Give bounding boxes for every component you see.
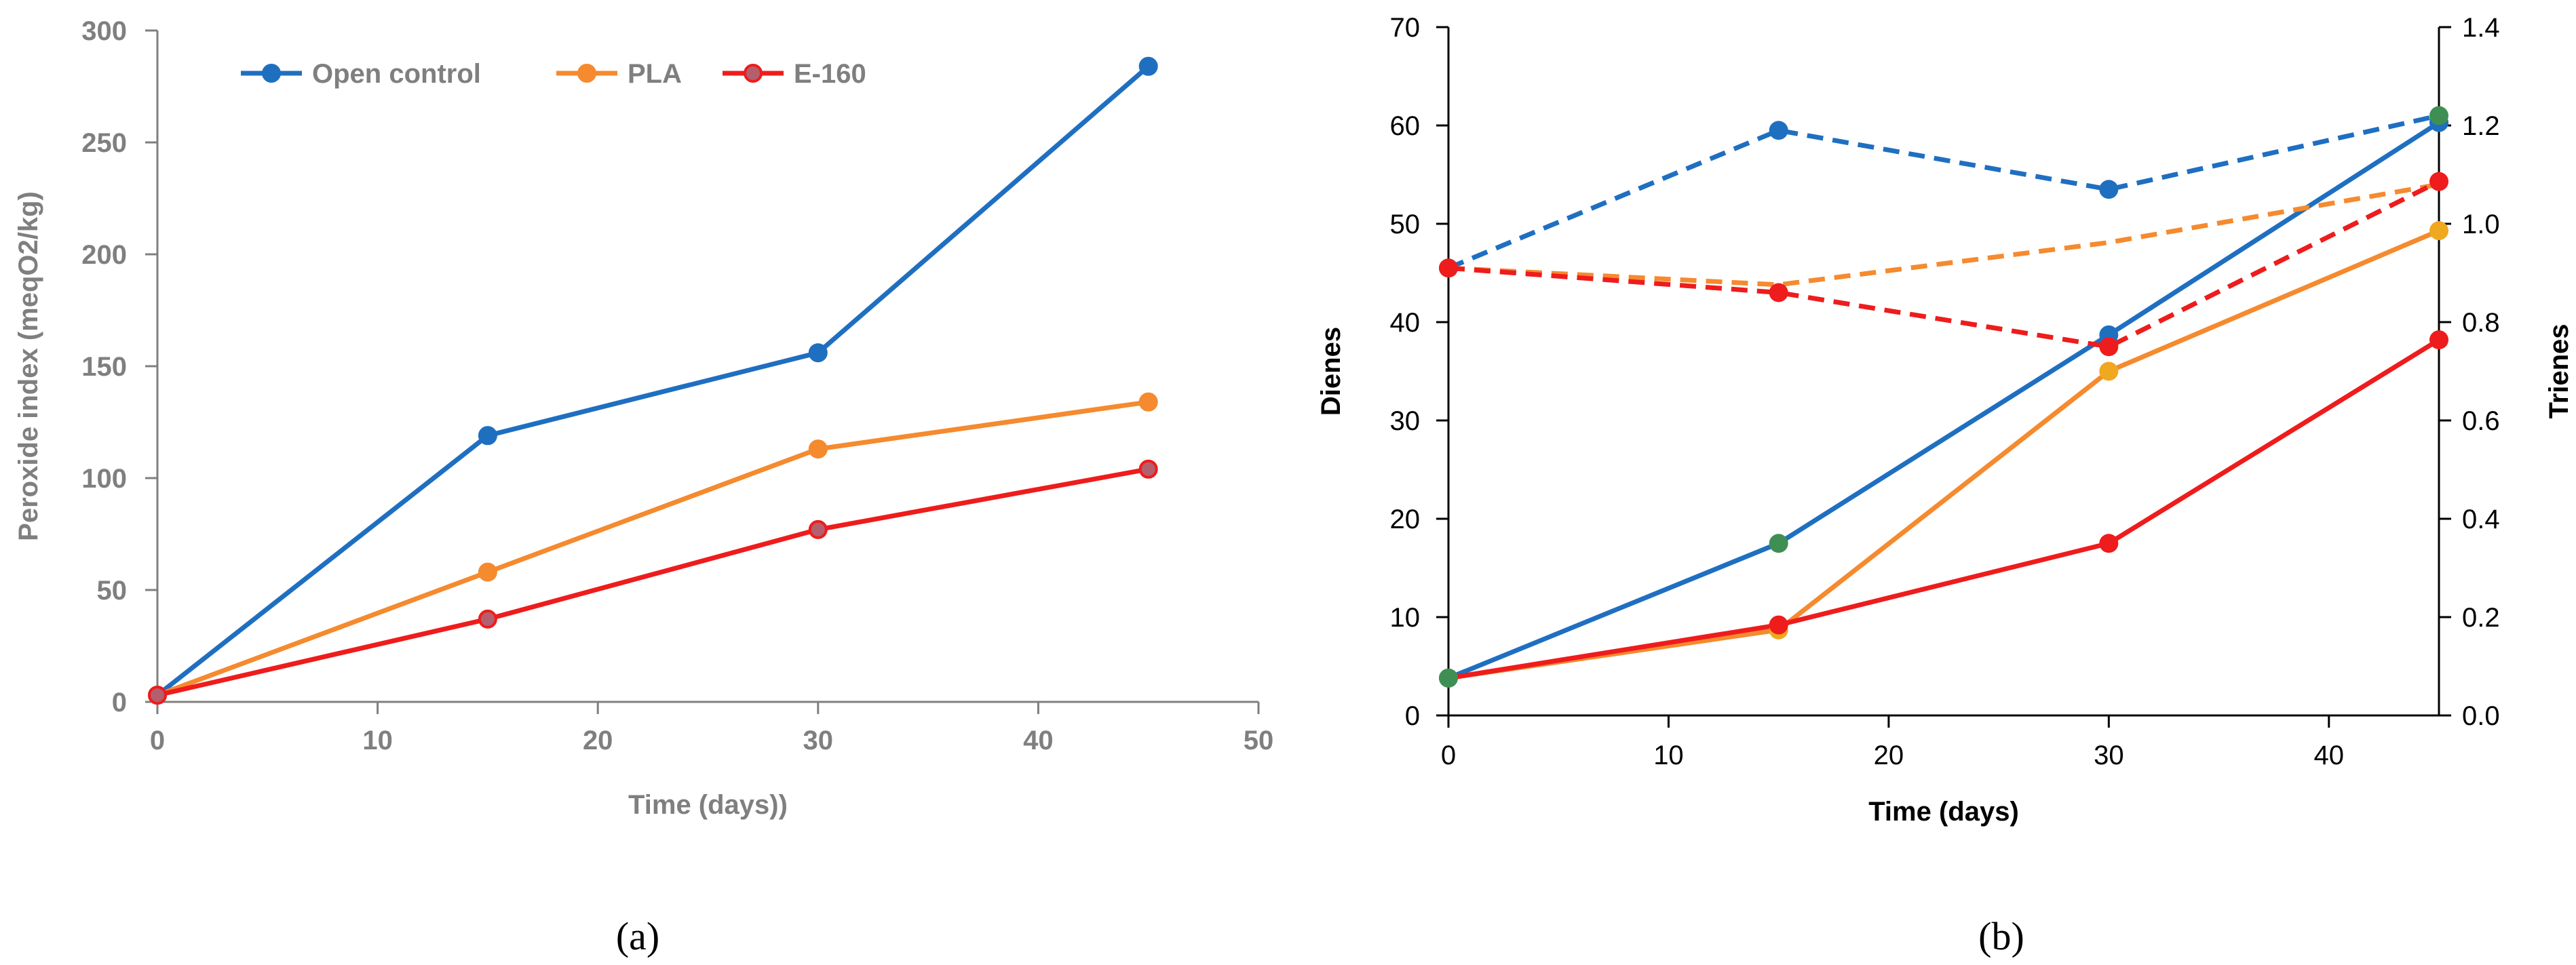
panel-b-y-tick-label: 30 xyxy=(1390,406,1421,436)
panel-b-series-line xyxy=(1447,113,2440,271)
panel-a-legend-label: Open control xyxy=(312,59,481,89)
panel-a-data-point xyxy=(808,343,828,363)
panel-a-legend-label: PLA xyxy=(628,59,682,89)
panel-b-data-point xyxy=(2099,534,2119,553)
panel-a-series-line xyxy=(157,467,1149,698)
panel-a-x-axis-label: Time (days)) xyxy=(628,790,788,820)
panel-a-y-axis-label: Peroxide index (meqO2/kg) xyxy=(14,191,43,541)
panel-a-legend-marker xyxy=(744,64,763,83)
panel-a-y-tick-label: 0 xyxy=(112,688,127,717)
panel-a-legend-label: E-160 xyxy=(794,59,866,89)
panel-a-y-tick-label: 300 xyxy=(81,16,127,46)
panel-b-data-point xyxy=(2429,172,2448,191)
panel-a-legend-marker xyxy=(577,64,596,83)
panel-b-series-line xyxy=(1448,338,2440,681)
panel-b-data-point xyxy=(1769,283,1788,302)
panel-b-data-point xyxy=(2099,180,2119,199)
panel-b-y2-tick-label: 0.2 xyxy=(2462,603,2500,633)
panel-b-y2-tick-label: 1.4 xyxy=(2462,13,2500,43)
panel-b-caption: (b) xyxy=(1978,914,2024,958)
panel-a-series-line xyxy=(156,399,1149,698)
panel-b-data-point xyxy=(2099,361,2119,381)
panel-a-data-point xyxy=(808,519,828,539)
panel-b-y2-tick-label: 0.8 xyxy=(2462,308,2500,338)
panel-b-series-line xyxy=(1448,228,2440,681)
panel-b-y2-tick-label: 1.2 xyxy=(2462,111,2500,141)
panel-a-data-point xyxy=(1138,459,1158,479)
panel-a-data-point xyxy=(478,562,497,582)
panel-b-y-tick-label: 0 xyxy=(1405,701,1420,731)
panel-b-y-tick-label: 60 xyxy=(1390,111,1421,141)
panel-b-y-tick-label: 10 xyxy=(1390,603,1421,633)
panel-b-series-line xyxy=(1448,182,2440,288)
panel-b-y-tick-label: 40 xyxy=(1390,308,1421,338)
panel-a-y-tick-label: 250 xyxy=(81,128,127,158)
panel-a-x-tick-label: 20 xyxy=(583,726,613,755)
panel-b-x-tick-label: 30 xyxy=(2094,741,2124,770)
panel-a-x-tick-label: 30 xyxy=(803,726,834,755)
panel-b-y2-axis-label: Trienes xyxy=(2544,323,2574,418)
panel-b-y-axis-label: Dienes xyxy=(1316,327,1346,416)
panel-a-x-tick-label: 0 xyxy=(150,726,165,755)
panel-b-x-tick-label: 0 xyxy=(1441,741,1456,770)
panel-a-data-point xyxy=(1138,56,1158,76)
panel-a-y-tick-label: 50 xyxy=(97,576,128,606)
panel-b-y2-tick-label: 1.0 xyxy=(2462,210,2500,239)
panel-b-x-tick-label: 10 xyxy=(1653,741,1684,770)
panel-b-y2-tick-label: 0.6 xyxy=(2462,406,2500,436)
panel-a-x-tick-label: 40 xyxy=(1023,726,1054,755)
panel-b-series-line xyxy=(1448,179,2440,349)
panel-a-data-point xyxy=(478,609,497,629)
panel-b-chart: 0 10 20 30 40 50 60 70 0.0 0.2 0.4 0.6 0.8 1.0 1.2 1.4 0… xyxy=(1316,13,2574,958)
panel-a-data-point xyxy=(1138,392,1158,412)
panel-a-data-point xyxy=(808,439,828,459)
panel-b-data-point xyxy=(1769,615,1788,635)
panel-a-data-point xyxy=(148,686,167,705)
panel-b-data-point xyxy=(2429,106,2448,125)
panel-b-data-point xyxy=(2099,337,2119,357)
panel-b-data-point xyxy=(1439,668,1458,688)
panel-b-data-point xyxy=(1769,534,1788,553)
panel-b-y-tick-label: 50 xyxy=(1390,210,1421,239)
panel-a-series-line xyxy=(155,64,1150,697)
panel-b-x-tick-label: 40 xyxy=(2314,741,2345,770)
panel-a-y-tick-label: 150 xyxy=(81,352,127,382)
panel-a-x-tick-label: 10 xyxy=(362,726,393,755)
panel-b-y-tick-label: 70 xyxy=(1390,13,1421,43)
panel-b-data-point xyxy=(1439,258,1458,278)
panel-a-legend-marker xyxy=(262,64,281,83)
panel-b-x-axis-label: Time (days) xyxy=(1868,797,2019,827)
panel-b-y2-tick-label: 0.4 xyxy=(2462,505,2500,534)
panel-b-y-tick-label: 20 xyxy=(1390,505,1421,534)
panel-a-x-tick-label: 50 xyxy=(1244,726,1274,755)
panel-b-data-point xyxy=(2429,330,2448,350)
panel-b-y2-tick-label: 0.0 xyxy=(2462,701,2500,731)
panel-a-y-tick-label: 100 xyxy=(81,464,127,494)
panel-a-caption: (a) xyxy=(616,914,659,958)
panel-b-data-point xyxy=(2429,221,2448,241)
panel-b-series-line xyxy=(1447,120,2440,681)
panel-b-data-point xyxy=(1769,121,1788,140)
panel-a-y-tick-label: 200 xyxy=(81,240,127,270)
panel-a-chart: 0 50 100 150 200 250 300 0 10 20 30 40 50 Time (days)… xyxy=(14,16,1273,958)
panel-b-x-tick-label: 20 xyxy=(1874,741,1904,770)
panel-a-data-point xyxy=(478,426,497,446)
